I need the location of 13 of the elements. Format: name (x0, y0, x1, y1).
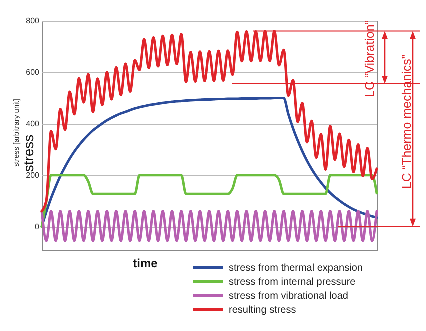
y-axis-title: stress (20, 134, 36, 172)
y-tick-label: 0 (35, 222, 40, 232)
x-axis-title: time (133, 256, 158, 270)
text: LC “Thermo mechanics” (400, 54, 414, 190)
y-tick-label: 200 (26, 170, 40, 180)
y-tick-label: 600 (26, 68, 40, 77)
y-tick-label: 800 (26, 16, 40, 26)
line-series (40, 174, 378, 228)
legend-label: resulting stress (229, 305, 296, 316)
legend-label: stress from vibrational load (229, 291, 348, 302)
legend-label: stress from thermal expansion (229, 263, 363, 274)
y-tick-label: 400 (26, 119, 40, 128)
legend-label: stress from internal pressure (229, 277, 356, 288)
